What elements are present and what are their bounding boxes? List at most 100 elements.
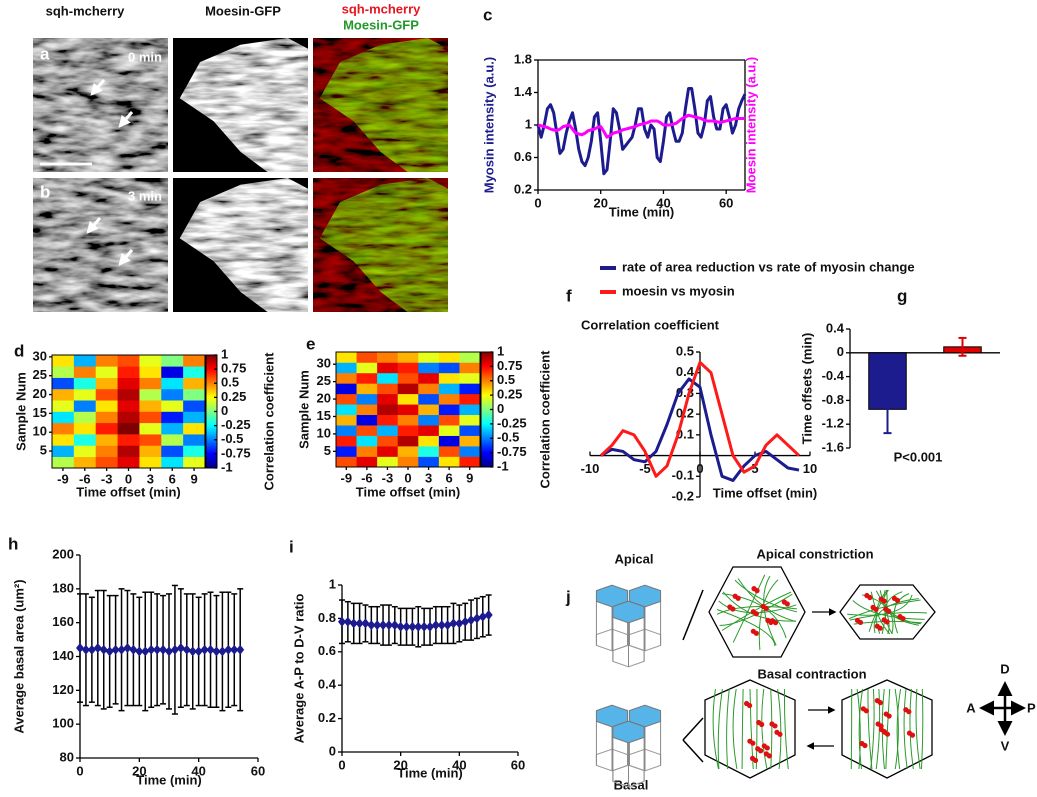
heatmap-cell	[336, 457, 357, 468]
heatmap-cell	[96, 423, 118, 435]
heatmap-cell	[459, 394, 480, 405]
heatmap-cell	[377, 425, 398, 436]
diagram-label: Basal contraction	[757, 666, 866, 681]
y-tick-label: -0.8	[822, 392, 844, 407]
heatmap-cell	[139, 434, 161, 446]
legend-label: moesin vs myosin	[622, 283, 735, 298]
heatmap-cell	[459, 373, 480, 384]
heatmap-cell	[418, 404, 439, 415]
marker	[455, 618, 463, 628]
colorbar-tick-label: 0.25	[221, 389, 246, 404]
x-tick-label: 9	[466, 470, 473, 485]
heatmap-cell	[118, 400, 140, 412]
heatmap-cell	[96, 412, 118, 424]
heatmap-cell	[118, 445, 140, 457]
y-tick-label: 20	[317, 390, 331, 405]
heatmap-cell	[52, 378, 74, 390]
marker	[461, 617, 469, 627]
figure: sqh-mcherry Moesin-GFP sqh-mcherry Moesi…	[0, 0, 1037, 797]
heatmap-cell	[459, 425, 480, 436]
y-tick-label: 30	[33, 348, 47, 363]
heatmap-cell	[139, 355, 161, 367]
heatmap-cell	[74, 355, 96, 367]
heatmap-cell	[183, 366, 205, 378]
heatmap-cell	[459, 446, 480, 457]
myosin-dot	[900, 616, 905, 621]
heatmap-cell	[161, 355, 183, 367]
heatmap-cell	[183, 434, 205, 446]
connector	[683, 590, 703, 640]
x-tick-label: -3	[382, 470, 394, 485]
heatmap-cell	[439, 415, 460, 426]
heatmap-cell	[357, 394, 378, 405]
heatmap-cell	[459, 457, 480, 468]
colorbar-tick-label: 0.5	[497, 372, 515, 387]
legend-label: rate of area reduction vs rate of myosin…	[622, 259, 915, 274]
panel-label: b	[40, 182, 50, 201]
y-tick-label: -0.2	[672, 488, 694, 503]
heatmap-cell	[96, 355, 118, 367]
heatmap-cell	[139, 457, 161, 469]
heatmap-cell	[377, 404, 398, 415]
myosin-dot	[878, 700, 883, 705]
axis-direction: V	[1001, 738, 1010, 753]
x-tick-label: 9	[190, 471, 197, 486]
myosin-dot	[785, 601, 790, 606]
colorbar-tick-label: -0.75	[497, 444, 527, 459]
heatmap-cell	[459, 383, 480, 394]
heatmap-cell	[418, 457, 439, 468]
heatmap-cell	[139, 400, 161, 412]
connector	[683, 740, 703, 762]
x-tick-label: 0	[404, 470, 411, 485]
x-tick-label: -9	[57, 471, 69, 486]
x-axis-label: Time offset (min)	[76, 484, 181, 499]
heatmap-cell	[398, 352, 419, 363]
heatmap-cell	[336, 352, 357, 363]
colorbar-tick-label: 0.75	[497, 358, 522, 373]
heatmap-cell	[377, 352, 398, 363]
heatmap-cell	[161, 378, 183, 390]
myosin-dot	[858, 620, 863, 625]
y-tick-label: 15	[317, 408, 331, 423]
y-tick-label: 140	[52, 648, 74, 663]
marker	[100, 645, 108, 655]
myosin-dot	[754, 631, 759, 636]
myosin-dot	[773, 620, 778, 625]
x-tick-label: 0	[696, 461, 703, 476]
panel-label: h	[8, 534, 18, 553]
diagram-label: Apical	[614, 551, 653, 566]
diagram: j Apical Apical constriction Basal contr…	[565, 546, 1036, 792]
myosin-dot	[777, 732, 782, 737]
heatmap-cell	[439, 373, 460, 384]
heatmap-cell	[377, 394, 398, 405]
heatmap-cell	[439, 394, 460, 405]
y-tick-label: 0.4	[676, 364, 695, 379]
colorbar-tick-label: 0.25	[497, 387, 522, 402]
colorbar-tick-label: 1	[497, 343, 504, 358]
x-tick-label: 60	[511, 757, 525, 772]
heatmap-cell	[74, 366, 96, 378]
y-tick-label: 5	[40, 442, 47, 457]
heatmap-cell	[161, 445, 183, 457]
x-axis-label: Time offset (min)	[356, 484, 461, 499]
myosin-dot	[906, 709, 911, 714]
y-tick-label: 1	[329, 576, 336, 591]
marker	[207, 645, 215, 655]
heatmap-cell	[118, 366, 140, 378]
heatmap-cell	[52, 423, 74, 435]
marker	[159, 645, 167, 655]
heatmap-cell	[357, 352, 378, 363]
colorbar-tick-label: 0.75	[221, 361, 246, 376]
x-tick-label: -9	[341, 470, 353, 485]
marker	[218, 646, 226, 656]
x-tick-label: 0	[338, 757, 345, 772]
heatmap-cell	[418, 394, 439, 405]
y-axis-label: Sample Num	[296, 370, 311, 449]
diagram-label: Apical constriction	[756, 546, 873, 561]
x-tick-label: 0	[534, 195, 541, 210]
heatmap-cell	[336, 373, 357, 384]
heatmap-cell	[418, 383, 439, 394]
heatmap-cell	[118, 423, 140, 435]
heatmap-cell	[398, 404, 419, 415]
heatmap-cell	[439, 425, 460, 436]
